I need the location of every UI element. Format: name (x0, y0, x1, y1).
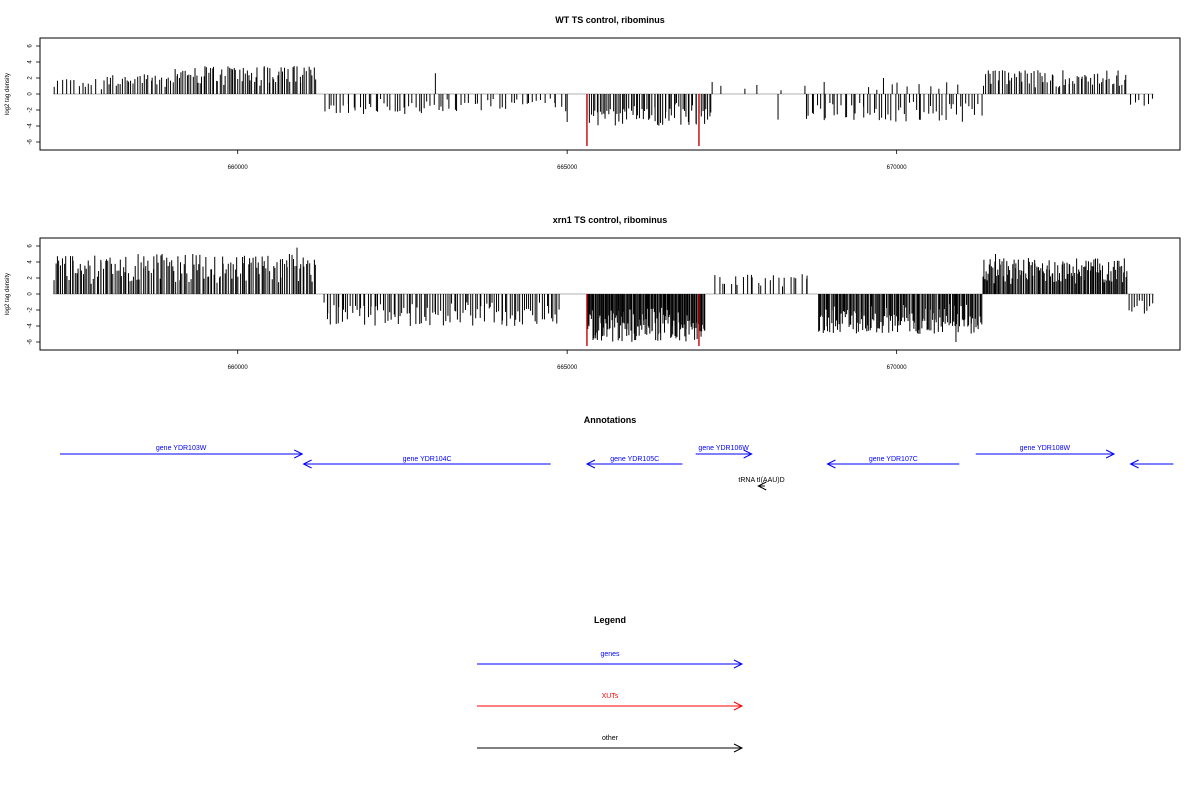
xrn1-xtick-label: 670000 (887, 365, 908, 371)
annotation-label: gene YDR103W (156, 445, 207, 452)
annotation-track: gene YDR103W gene YDR104C gene YDR105C gene… (60, 445, 1174, 491)
annotation-label: tRNA tI(AAU)D (738, 477, 784, 484)
xrn1-bars (53, 247, 1154, 346)
wt-xtick-label: 660000 (228, 165, 249, 171)
annotation-label: gene YDR106W (698, 445, 749, 452)
annotation-arrow-head (826, 459, 836, 469)
legend-label: genes (600, 651, 620, 658)
wt-ytick-label: -4 (28, 123, 34, 129)
annotation-arrow-head (294, 449, 304, 459)
wt-ytick-label: -6 (28, 139, 34, 145)
legend-label: XUTs (602, 693, 619, 700)
wt-ytick-label: -2 (28, 107, 34, 113)
annotations-title: Annotations (584, 415, 637, 425)
wt-xtick-label: 665000 (557, 165, 578, 171)
xrn1-ytick-label: 6 (28, 244, 34, 248)
wt-axes: 6 4 2 0 -2 -4 -6 660000 665000 670000 (28, 44, 908, 171)
wt-panel: WT TS control, ribominus log2 tag densit… (5, 15, 1181, 171)
legend-label: other (602, 735, 619, 742)
xrn1-ytick-label: -6 (28, 339, 34, 345)
legend-arrow-head (733, 659, 744, 669)
wt-panel-title: WT TS control, ribominus (555, 15, 665, 25)
legend-items: genes XUTs other (477, 651, 744, 753)
wt-ytick-label: 2 (28, 76, 34, 80)
xrn1-panel-title: xrn1 TS control, ribominus (553, 215, 668, 225)
wt-bars (53, 66, 1154, 146)
legend-arrow-head (733, 701, 744, 711)
annotation-arrow-head (743, 449, 753, 459)
annotation-label: gene YDR105C (610, 456, 659, 463)
annotation-label: gene YDR107C (869, 456, 918, 463)
annotation-label: gene YDR104C (403, 456, 452, 463)
annotation-arrow-head (1105, 449, 1116, 459)
wt-ylabel: log2 tag density (5, 73, 11, 115)
annotation-arrow-head (1129, 459, 1139, 469)
annotation-arrow-head (585, 459, 596, 469)
annotation-arrow-head (757, 481, 767, 491)
legend-title: Legend (594, 615, 626, 625)
legend-arrow-head (733, 743, 744, 753)
xrn1-ylabel: log2 tag density (5, 273, 11, 315)
xrn1-panel: xrn1 TS control, ribominus log2 tag dens… (5, 215, 1181, 371)
xrn1-xtick-label: 660000 (228, 365, 249, 371)
wt-ytick-label: 0 (28, 92, 34, 96)
xrn1-ytick-label: -2 (28, 307, 34, 313)
xrn1-xtick-label: 665000 (557, 365, 578, 371)
xrn1-ytick-label: 0 (28, 292, 34, 296)
xrn1-ytick-label: 4 (28, 260, 34, 264)
xrn1-axes: 6 4 2 0 -2 -4 -6 660000 665000 670000 (28, 244, 908, 371)
wt-ytick-label: 4 (28, 60, 34, 64)
legend-section: Legend genes XUTs other (477, 615, 744, 753)
annotation-arrow-head (302, 459, 312, 469)
annotation-label: gene YDR108W (1020, 445, 1071, 452)
wt-xtick-label: 670000 (887, 165, 908, 171)
xrn1-ytick-label: 2 (28, 276, 34, 280)
xrn1-ytick-label: -4 (28, 323, 34, 329)
wt-ytick-label: 6 (28, 44, 34, 48)
